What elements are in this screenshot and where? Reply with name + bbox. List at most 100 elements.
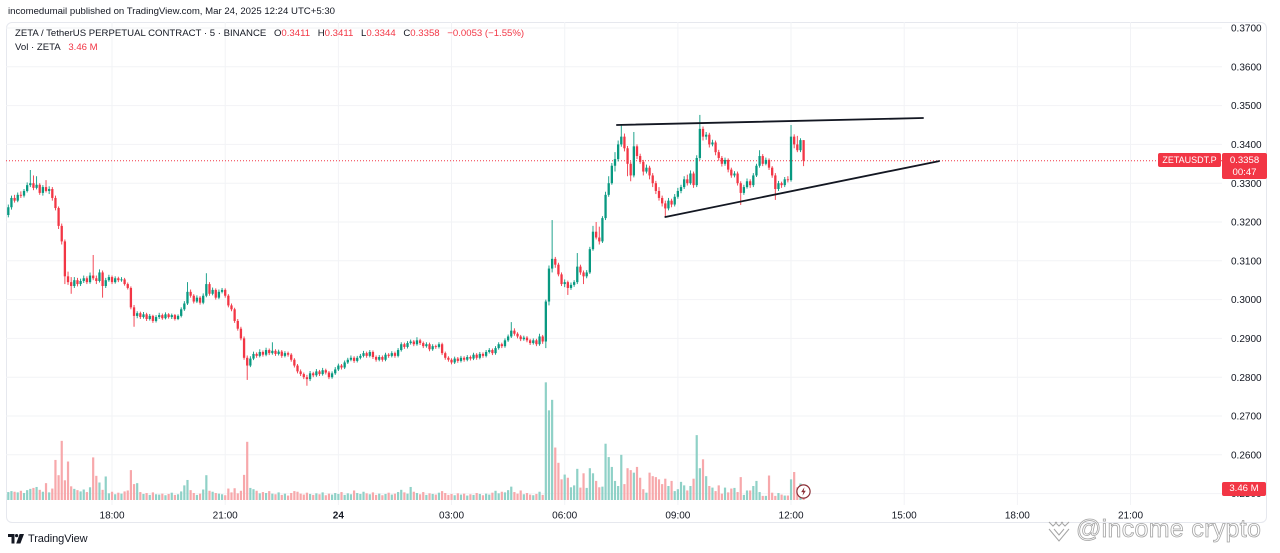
candle: [569, 282, 573, 290]
candle: [176, 314, 180, 321]
volume-bar: [742, 494, 745, 500]
volume-bar: [252, 489, 255, 500]
candle-body: [532, 340, 535, 344]
symbol-legend-row[interactable]: ZETA / TetherUS PERPETUAL CONTRACT · 5 ·…: [15, 27, 524, 41]
tradingview-brand[interactable]: TradingView: [8, 531, 88, 547]
candle-body: [752, 175, 755, 186]
time-axis[interactable]: [6, 505, 1222, 523]
candle-body: [802, 140, 805, 161]
volume-bar: [32, 487, 35, 500]
volume-bar: [142, 493, 145, 500]
candle: [409, 339, 412, 345]
candle-body: [381, 357, 384, 360]
price-axis[interactable]: [1222, 22, 1267, 505]
candle-body: [70, 282, 73, 287]
candle-body: [230, 305, 233, 310]
candle: [494, 346, 497, 355]
volume-bar: [359, 493, 362, 500]
volume-bar: [503, 492, 507, 500]
volume-bar: [497, 493, 500, 500]
candle: [302, 372, 305, 380]
candle: [139, 311, 142, 319]
candle-body: [22, 190, 26, 196]
volume-bar: [384, 493, 387, 500]
time-axis-label: 09:00: [665, 511, 690, 522]
candle-body: [180, 309, 183, 316]
candle: [733, 171, 736, 178]
candle-body: [13, 197, 16, 201]
candle-body: [598, 237, 601, 242]
candle-body: [488, 350, 491, 352]
candle: [469, 355, 472, 361]
publish-info: incomedumail published on TradingView.co…: [8, 6, 336, 17]
volume-bar: [374, 494, 378, 500]
candle-body: [450, 359, 453, 363]
candle-body: [274, 350, 277, 354]
symbol-title[interactable]: ZETA / TetherUS PERPETUAL CONTRACT · 5 ·…: [15, 28, 267, 39]
volume-bar: [79, 491, 82, 500]
volume-legend-row[interactable]: Vol · ZETA 3.46 M: [15, 41, 524, 55]
chart-pane[interactable]: [6, 22, 1222, 505]
lightning-icon[interactable]: [796, 484, 811, 499]
candle-body: [198, 297, 202, 303]
candle-body: [613, 159, 617, 166]
volume-bar: [749, 490, 752, 500]
volume-bar: [613, 480, 617, 500]
candle-body: [32, 183, 35, 188]
candle: [456, 357, 459, 363]
candle-body: [563, 282, 566, 285]
candle: [497, 342, 500, 350]
candle-body: [268, 350, 271, 354]
trendline-lower-support[interactable]: [664, 160, 940, 218]
volume-bar: [727, 492, 730, 500]
candle-body: [560, 274, 563, 285]
volume-bar: [381, 495, 384, 500]
candle-body: [374, 357, 378, 360]
candle: [730, 167, 733, 178]
candle: [120, 277, 123, 282]
candle: [601, 216, 604, 243]
candle-body: [601, 218, 604, 242]
volume-bar: [447, 494, 450, 500]
volume-bar: [519, 490, 522, 500]
candle-body: [519, 336, 522, 340]
candle: [447, 356, 450, 362]
candle-body: [378, 357, 381, 360]
volume-bar: [290, 493, 293, 500]
candle-body: [142, 314, 145, 318]
volume-bar: [283, 493, 287, 500]
candle-body: [57, 208, 60, 226]
candle: [258, 349, 261, 358]
candle-body: [321, 370, 324, 375]
candle: [280, 350, 283, 358]
candle-body: [415, 340, 419, 345]
volume-bar: [752, 486, 755, 500]
volume-bar: [242, 474, 246, 500]
candle: [158, 312, 161, 319]
trendline-upper-resistance[interactable]: [615, 117, 924, 126]
volume-bar: [88, 487, 92, 500]
time-axis-label: 21:00: [213, 511, 238, 522]
candle: [758, 150, 761, 168]
candle: [249, 356, 252, 368]
candle: [676, 187, 680, 199]
candle-body: [412, 341, 415, 345]
candle-body: [286, 353, 290, 355]
candle-body: [66, 276, 70, 283]
volume-bar: [249, 487, 252, 500]
candle: [742, 184, 746, 195]
volume-bar: [356, 493, 359, 500]
volume-bar: [689, 486, 692, 500]
volume-bar: [371, 492, 375, 500]
candle-body: [730, 169, 733, 176]
candle: [387, 353, 390, 358]
volume-bar: [54, 459, 57, 500]
price-axis-label: 0.2900: [1231, 334, 1262, 345]
volume-indicator-title[interactable]: Vol · ZETA: [15, 42, 61, 53]
candle: [44, 180, 48, 193]
candle-body: [334, 369, 337, 374]
volume-bar: [720, 493, 723, 500]
candle: [167, 313, 170, 319]
candle: [211, 287, 214, 296]
volume-bar: [780, 494, 783, 500]
